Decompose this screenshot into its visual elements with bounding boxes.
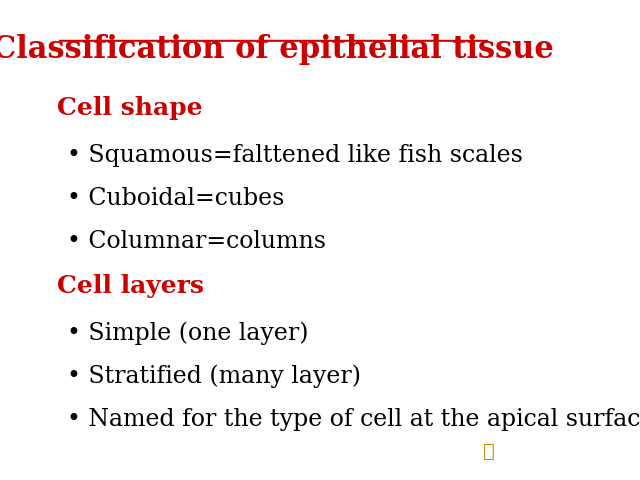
Text: • Squamous=falttened like fish scales: • Squamous=falttened like fish scales [67, 144, 522, 167]
Text: Classification of epithelial tissue: Classification of epithelial tissue [0, 34, 554, 65]
Text: • Cuboidal=cubes: • Cuboidal=cubes [67, 187, 284, 210]
Text: Cell shape: Cell shape [57, 96, 203, 120]
Text: Cell layers: Cell layers [57, 274, 204, 298]
Text: • Stratified (many layer): • Stratified (many layer) [67, 365, 360, 388]
Text: • Named for the type of cell at the apical surface: • Named for the type of cell at the apic… [67, 408, 640, 431]
Text: • Simple (one layer): • Simple (one layer) [67, 322, 308, 345]
Text: 🔈: 🔈 [483, 442, 495, 461]
Text: • Columnar=columns: • Columnar=columns [67, 230, 326, 253]
